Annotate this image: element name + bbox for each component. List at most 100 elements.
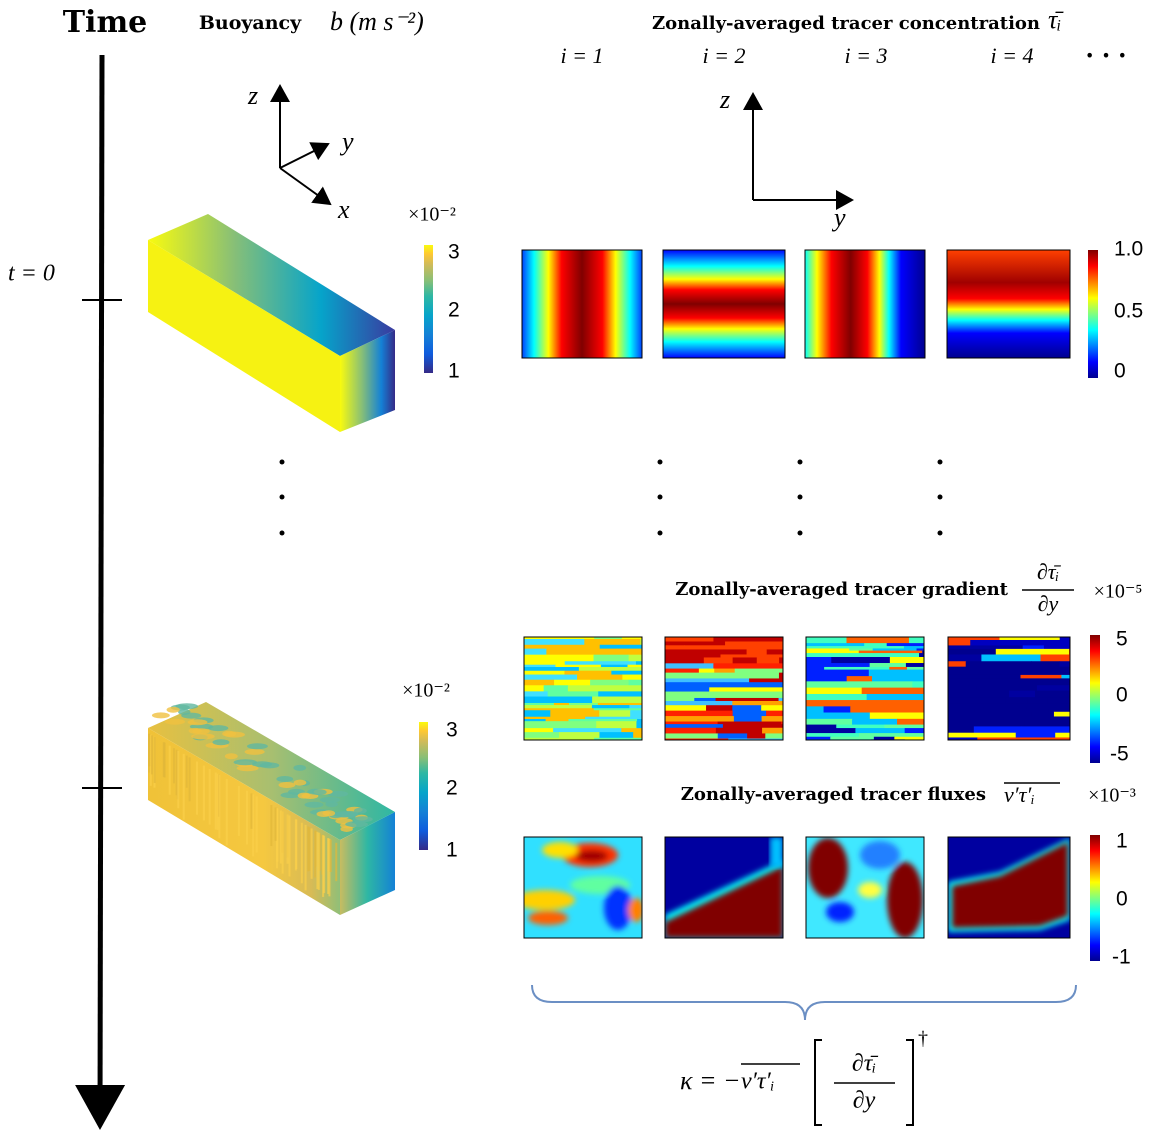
stripe <box>967 674 1021 679</box>
heatmap <box>806 837 924 938</box>
box-texture <box>148 703 373 897</box>
stripe <box>830 700 886 707</box>
stripe <box>577 674 623 681</box>
stripe <box>761 705 784 712</box>
texture-blob <box>340 825 353 832</box>
stripe <box>747 733 766 740</box>
colorbar-tick: 0 <box>1116 888 1128 911</box>
stripe <box>706 705 733 712</box>
stripe <box>948 708 975 713</box>
box-top <box>148 214 395 356</box>
stripe <box>599 710 631 718</box>
colorbar <box>424 245 433 373</box>
texture-blob <box>224 753 238 760</box>
stripe <box>846 637 910 644</box>
stripe <box>872 648 918 652</box>
brackets <box>814 1039 914 1126</box>
stripe <box>524 708 595 711</box>
colorbar <box>419 722 428 850</box>
stripe <box>599 644 643 650</box>
tracer-index: i = 1 <box>561 43 604 68</box>
y-label: y <box>339 127 354 156</box>
stripe <box>550 710 600 718</box>
colorbar <box>1090 635 1100 763</box>
stripe <box>831 657 891 664</box>
stripe <box>600 664 629 668</box>
stripe <box>885 700 925 707</box>
stripe <box>922 650 925 654</box>
flux-symbol: v′τ′ᵢ <box>1004 782 1035 807</box>
stripe <box>762 727 784 734</box>
colorbar-multiplier: ×10⁻² <box>408 204 456 226</box>
stripe <box>948 706 985 710</box>
stripe <box>806 669 870 677</box>
time-marker: t = 0 <box>8 261 55 287</box>
stripe <box>1061 674 1071 679</box>
stripe <box>824 666 890 671</box>
colorbar-tick: 1 <box>448 360 460 383</box>
stripe <box>665 641 726 646</box>
buoyancy-box <box>148 214 395 432</box>
stripe <box>906 666 925 671</box>
stripe <box>524 691 549 698</box>
heatmap <box>948 837 1070 938</box>
stripe <box>830 736 875 740</box>
stripe <box>778 697 784 702</box>
stripe <box>713 637 758 642</box>
stripe <box>904 728 925 734</box>
texture-blob <box>151 712 170 719</box>
stripe <box>948 666 1023 673</box>
gradient-title: Zonally-averaged tracer gradient <box>675 579 1008 600</box>
stripe <box>836 646 905 649</box>
stripe <box>564 661 637 666</box>
stripe <box>524 696 593 704</box>
stripe <box>524 667 580 672</box>
box-end <box>340 812 395 915</box>
texture-blob <box>293 779 307 786</box>
stripe <box>823 706 851 714</box>
heatmap <box>521 249 643 359</box>
x-arrow <box>279 167 332 206</box>
stripe <box>621 637 643 640</box>
stripe <box>665 672 707 679</box>
stripe <box>889 666 908 671</box>
stripe <box>627 664 643 668</box>
stripe <box>806 643 865 647</box>
stripe <box>756 657 780 664</box>
texture-blob <box>212 739 230 746</box>
tracer-index: i = 3 <box>845 43 888 68</box>
stripe <box>765 733 784 740</box>
stripe <box>555 664 602 668</box>
stripe <box>665 637 714 642</box>
stripe <box>597 702 643 706</box>
stripe <box>720 654 784 658</box>
colorbar-tick: 1.0 <box>1114 238 1143 261</box>
stripe <box>872 676 925 682</box>
texture-blob <box>259 762 280 769</box>
stripe <box>869 681 913 689</box>
heatmap <box>662 249 786 359</box>
stripe <box>806 676 848 682</box>
stripe <box>1020 678 1071 686</box>
stripe <box>1009 690 1036 698</box>
stripe <box>868 669 925 677</box>
stripe <box>1005 697 1028 704</box>
stripe <box>665 657 705 664</box>
stripe <box>781 710 784 717</box>
stripe <box>591 705 630 709</box>
stripe <box>524 737 595 741</box>
stripe <box>806 724 837 729</box>
stripe <box>770 724 784 729</box>
stripe <box>684 645 755 650</box>
flux-multiplier: ×10⁻³ <box>1088 785 1136 807</box>
stripe <box>918 712 925 720</box>
stripe <box>621 728 643 733</box>
colorbar-tick: 1 <box>1116 830 1128 853</box>
stripe <box>806 681 871 689</box>
stripe <box>973 726 1023 734</box>
stripe <box>806 733 860 738</box>
y-arrow <box>279 142 330 169</box>
stripe <box>637 718 643 722</box>
concentration-symbol: τ̄ᵢ <box>1048 5 1064 34</box>
